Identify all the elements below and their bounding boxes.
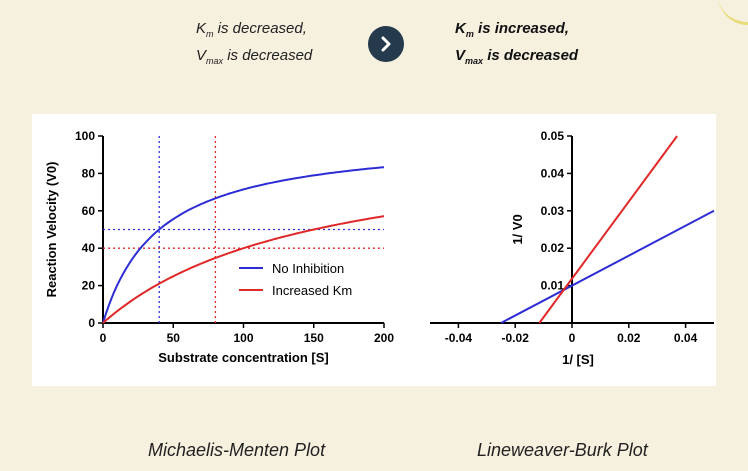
y-tick-label: 0.05 <box>541 129 565 143</box>
next-button[interactable] <box>368 26 404 62</box>
vmax-symbol: V <box>196 47 207 64</box>
vmax-subscript: max <box>206 56 224 66</box>
vmax-statement-bold-text: is decreased <box>483 47 579 64</box>
km-subscript-bold: m <box>465 29 474 39</box>
y-tick-label: 0.04 <box>541 166 565 180</box>
x-tick-label: 0.04 <box>674 331 698 345</box>
series-no-inhibition <box>102 166 385 324</box>
y-tick-label: 0.03 <box>541 204 565 218</box>
x-tick-label: 100 <box>233 331 253 345</box>
km-subscript: m <box>206 29 214 39</box>
lineweaver-burk-caption: Lineweaver-Burk Plot <box>477 440 648 460</box>
vmax-statement-bold: Vmax is decreased <box>455 45 578 72</box>
chevron-right-icon <box>381 36 391 52</box>
km-statement-bold: Km is increased, <box>455 18 578 45</box>
y-tick-label: 0.01 <box>541 279 565 293</box>
km-statement-text: is decreased, <box>213 20 307 37</box>
michaelis-menten-chart: 0 20 40 60 80 100 0 50 100 150 200 Substrate concen… <box>44 129 394 365</box>
lineweaver-burk-chart: 0.01 0.02 0.03 0.04 0.05 -0.04 -0.02 0 0.02 0.04 1… <box>430 129 715 367</box>
x-axis-label: Substrate concentration [S] <box>158 350 328 365</box>
x-tick-label: 150 <box>304 331 324 345</box>
charts-panel: 0 20 40 60 80 100 0 50 100 150 200 Substrate concen… <box>32 114 716 386</box>
series-red-line <box>538 135 678 324</box>
y-tick-label: 60 <box>82 204 96 218</box>
y-tick-label: 80 <box>82 166 96 180</box>
y-axis-label: 1/ V0 <box>510 214 525 244</box>
km-statement-bold-text: is increased, <box>473 20 569 37</box>
vmax-subscript-bold: max <box>465 56 484 66</box>
km-symbol: K <box>196 20 207 37</box>
michaelis-menten-caption: Michaelis-Menten Plot <box>148 440 326 460</box>
mixed-inhibition-text: Km is decreased, Vmax is decreased <box>196 18 312 72</box>
x-tick-label: 50 <box>167 331 181 345</box>
y-axis-label: Reaction Velocity (V0) <box>44 162 59 298</box>
y-tick-label: 20 <box>82 279 96 293</box>
series-blue-line <box>500 209 715 324</box>
corner-decoration <box>718 0 748 25</box>
x-tick-label: -0.04 <box>445 331 473 345</box>
x-axis-label: 1/ [S] <box>562 352 594 367</box>
x-tick-label: 0 <box>569 331 576 345</box>
x-tick-label: 200 <box>374 331 394 345</box>
vmax-symbol-bold: V <box>455 47 466 64</box>
legend-label: No Inhibition <box>272 261 344 276</box>
y-tick-label: 40 <box>82 241 96 255</box>
x-tick-label: 0 <box>100 331 107 345</box>
y-tick-label: 100 <box>75 129 95 143</box>
km-statement: Km is decreased, <box>196 18 312 45</box>
vmax-statement: Vmax is decreased <box>196 45 312 72</box>
series-increased-km <box>102 215 385 324</box>
vmax-statement-text: is decreased <box>223 47 313 64</box>
x-tick-label: -0.02 <box>502 331 530 345</box>
noncompetitive-text: Km is increased, Vmax is decreased <box>455 18 578 72</box>
x-tick-label: 0.02 <box>617 331 641 345</box>
km-symbol-bold: K <box>455 20 466 37</box>
legend-label: Increased Km <box>272 283 352 298</box>
y-tick-label: 0 <box>88 316 95 330</box>
y-tick-label: 0.02 <box>541 241 565 255</box>
